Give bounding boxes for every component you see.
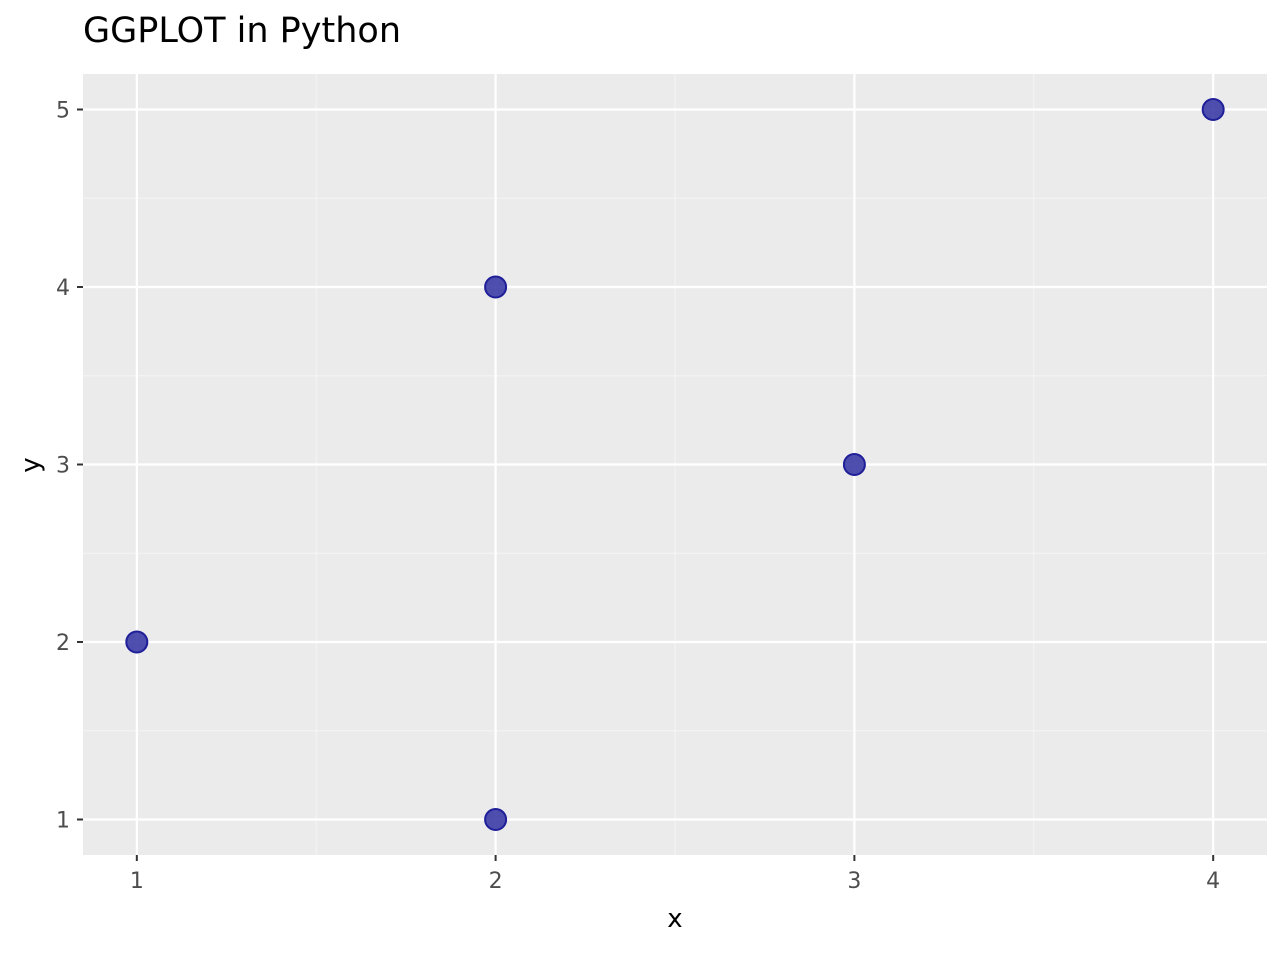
y-axis-ticks: 1 2 3 4 5 xyxy=(56,99,83,834)
data-point xyxy=(484,275,508,299)
y-tick-label: 3 xyxy=(56,454,70,479)
data-point xyxy=(484,808,508,831)
y-tick-label: 5 xyxy=(56,99,70,124)
y-axis-title: y xyxy=(16,457,46,472)
x-tick-label: 3 xyxy=(847,869,861,894)
chart-title: GGPLOT in Python xyxy=(83,11,401,51)
data-point xyxy=(842,453,866,476)
x-tick-label: 4 xyxy=(1206,869,1220,894)
y-tick-label: 4 xyxy=(56,276,70,301)
x-axis-title: x xyxy=(667,904,682,934)
y-tick-label: 2 xyxy=(56,631,70,656)
data-point xyxy=(1201,98,1225,121)
x-tick-label: 1 xyxy=(130,869,144,894)
data-point xyxy=(125,630,149,654)
x-axis-ticks: 1 2 3 4 xyxy=(130,855,1220,894)
x-tick-label: 2 xyxy=(489,869,503,894)
data-points xyxy=(125,98,1225,831)
y-tick-label: 1 xyxy=(56,809,70,834)
